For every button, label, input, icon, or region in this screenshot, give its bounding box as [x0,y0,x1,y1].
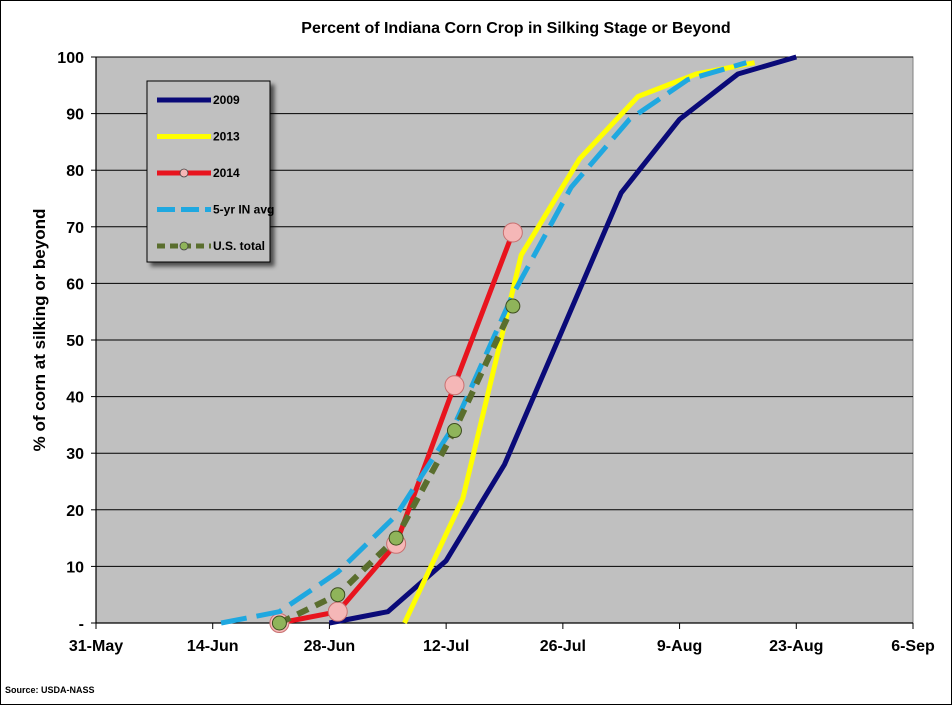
series-layer [220,54,797,633]
x-tick-label: 28-Jun [304,638,356,655]
data-point [327,601,348,622]
series-line [402,60,756,625]
data-point [505,298,521,314]
x-tick-label: 26-Jul [540,638,586,655]
y-tick-label: 90 [66,107,84,124]
data-point [330,587,346,603]
legend: 2009 2013 2014 5-yr IN avg U.S. total [146,80,274,263]
data-point [271,615,287,631]
x-tick-label: 14-Jun [187,638,239,655]
series-2009 [328,54,797,626]
x-axis: 31-May 14-Jun 28-Jun 12-Jul 26-Jul 9-Aug 23-Au… [69,622,935,655]
x-tick-label: 12-Jul [423,638,469,655]
x-tick-label: 31-May [69,638,123,655]
data-point [444,375,465,396]
y-tick-label: 40 [66,390,84,407]
legend-marker [179,241,189,251]
y-tick-label: 20 [66,503,84,520]
y-tick-label: 60 [66,276,84,293]
legend-label: U.S. total [213,239,265,253]
data-point [388,530,404,546]
y-tick-label: 10 [66,559,84,576]
series-line [328,54,797,626]
legend-marker [179,168,189,178]
y-tick-label: 70 [66,220,84,237]
chart-title: Percent of Indiana Corn Crop in Silking … [301,20,730,37]
y-axis-label: % of corn at silking or beyond [30,209,49,452]
legend-label: 2013 [213,130,240,144]
legend-label: 5-yr IN avg [213,203,274,217]
y-tick-label: 80 [66,163,84,180]
y-tick-label: 100 [57,50,84,67]
x-tick-label: 23-Aug [769,638,823,655]
x-tick-label: 9-Aug [657,638,702,655]
data-point [446,423,462,439]
data-point [502,222,523,243]
y-tick-label: 50 [66,333,84,350]
legend-label: 2014 [213,166,240,180]
series-5-yr-in-avg [220,60,747,626]
gridlines [96,56,913,567]
series-2013 [402,60,756,625]
series-line [220,60,747,626]
series-u-s-total [271,298,521,631]
y-tick-label: - [79,616,84,633]
x-tick-label: 6-Sep [891,638,935,655]
y-tick-label: 30 [66,446,84,463]
legend-label: 2009 [213,93,240,107]
y-axis: - 10 20 30 40 50 60 70 80 90 100 [57,50,97,633]
source-note: Source: USDA-NASS [5,685,95,695]
